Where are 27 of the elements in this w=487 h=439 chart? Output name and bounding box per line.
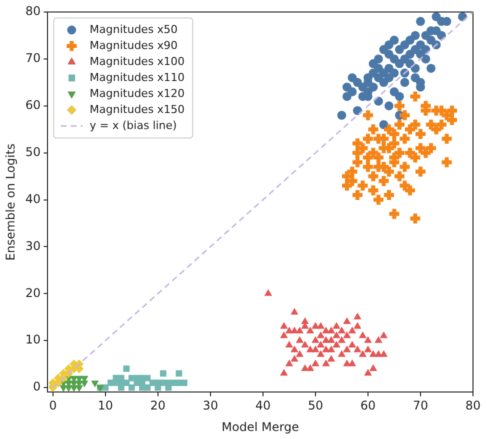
y-tick-label: 0 (33, 380, 41, 394)
legend-label: Magnitudes x90 (90, 38, 178, 52)
y-tick-label: 50 (25, 144, 41, 159)
y-tick-label: 40 (25, 192, 41, 206)
x-tick-label: 30 (202, 398, 218, 413)
y-tick-label: 10 (25, 332, 41, 347)
legend-label: Magnitudes x120 (90, 86, 185, 100)
x-tick-label: 10 (98, 398, 114, 413)
legend-label: y = x (bias line) (90, 118, 177, 132)
legend-label: Magnitudes x50 (90, 22, 178, 36)
x-tick-label: 80 (465, 398, 481, 413)
x-tick-label: 0 (49, 398, 57, 413)
y-tick-label: 60 (25, 98, 41, 112)
y-tick-label: 20 (25, 286, 41, 300)
x-tick-label: 50 (308, 398, 324, 413)
y-tick-label: 80 (25, 4, 41, 18)
x-tick-label: 20 (150, 398, 166, 413)
x-tick-label: 70 (412, 398, 428, 413)
legend-label: Magnitudes x150 (90, 102, 185, 116)
legend-label: Magnitudes x100 (90, 54, 185, 68)
y-tick-label: 70 (25, 51, 41, 66)
y-tick-label: 30 (25, 238, 41, 253)
x-axis-title: Model Merge (222, 420, 299, 434)
legend-label: Magnitudes x110 (90, 70, 185, 84)
x-tick-label: 40 (255, 398, 271, 413)
x-tick-label: 60 (360, 398, 376, 413)
y-axis-title: Ensemble on Logits (3, 144, 18, 261)
